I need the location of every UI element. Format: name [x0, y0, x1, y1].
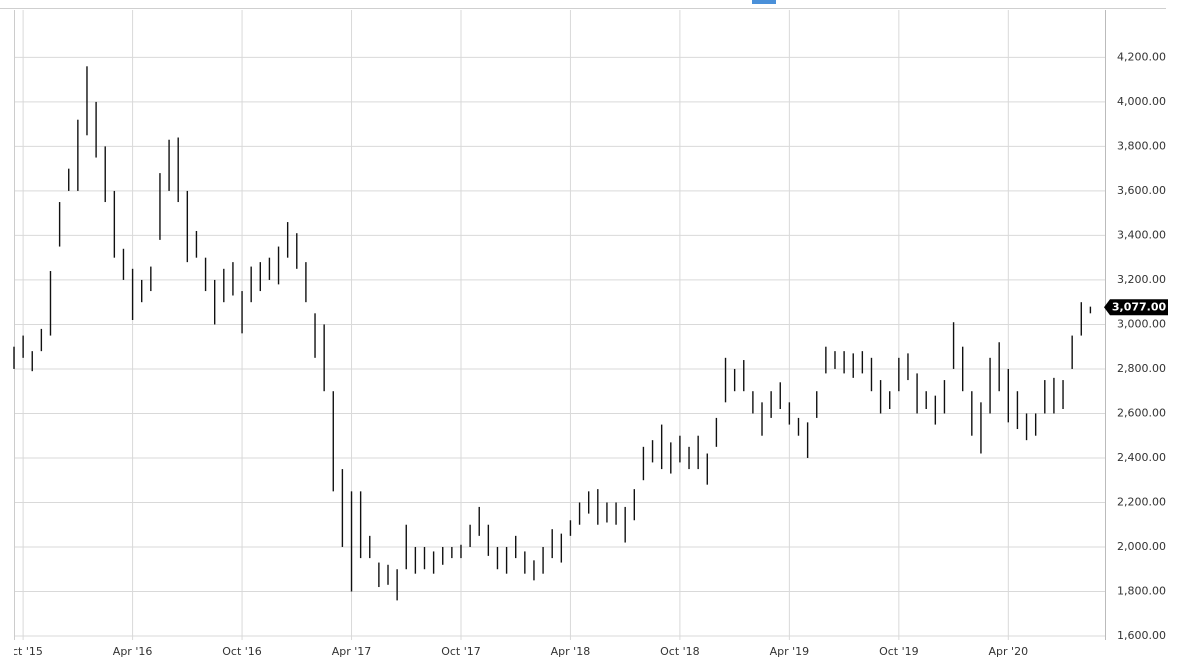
y-tick-label: 3,200.00 — [1117, 273, 1166, 286]
x-tick-label: Oct '17 — [441, 645, 481, 658]
y-tick-label: 3,800.00 — [1117, 139, 1166, 152]
x-tick-label: Oct '15 — [3, 645, 43, 658]
x-tick-label: Apr '20 — [989, 645, 1029, 658]
x-tick-label: Oct '18 — [660, 645, 700, 658]
x-tick-label: Apr '18 — [551, 645, 591, 658]
toolbar-button[interactable] — [752, 0, 776, 4]
y-tick-label: 2,600.00 — [1117, 406, 1166, 419]
y-tick-label: 2,800.00 — [1117, 362, 1166, 375]
last-price: 3,077.00 — [1104, 299, 1168, 316]
price-tag — [1104, 299, 1168, 316]
price-tag-label: 3,077.00 — [1112, 300, 1167, 313]
y-tick-label: 1,800.00 — [1117, 584, 1166, 597]
y-tick-label: 2,400.00 — [1117, 451, 1166, 464]
x-tick-label: Apr '16 — [113, 645, 153, 658]
y-tick-label: 4,200.00 — [1117, 50, 1166, 63]
y-tick-label: 3,000.00 — [1117, 317, 1166, 330]
x-tick-label: Oct '19 — [879, 645, 919, 658]
y-tick-label: 3,600.00 — [1117, 184, 1166, 197]
x-tick-label: Apr '19 — [770, 645, 810, 658]
y-tick-label: 4,000.00 — [1117, 95, 1166, 108]
y-axis: 1,600.00 1,800.00 2,000.00 2,200.00 2,400.00… — [1117, 50, 1166, 642]
y-tick-label: 2,200.00 — [1117, 495, 1166, 508]
grid — [14, 10, 1105, 640]
x-tick-label: Oct '16 — [222, 645, 262, 658]
y-tick-label: 3,400.00 — [1117, 228, 1166, 241]
y-tick-label: 1,600.00 — [1117, 629, 1166, 642]
bars — [13, 66, 1092, 601]
y-tick-label: 2,000.00 — [1117, 540, 1166, 553]
x-axis: Oct '15 Apr '16 Oct '16 Apr '17 Oct '17 Apr '… — [3, 645, 1029, 658]
x-tick-label: Apr '17 — [332, 645, 372, 658]
